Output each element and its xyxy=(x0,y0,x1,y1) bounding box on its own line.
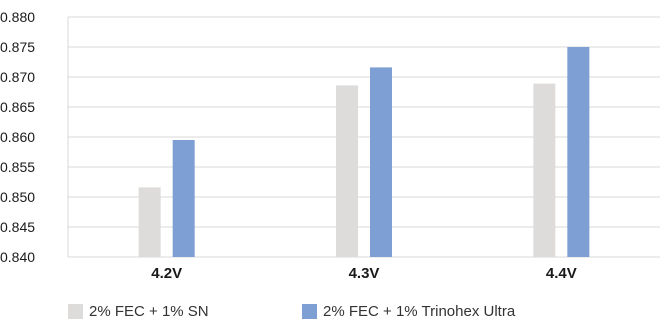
y-tick-label: 0.845 xyxy=(0,219,35,235)
legend-label-series-1: 2% FEC + 1% SN xyxy=(89,303,209,320)
y-tick-label: 0.875 xyxy=(0,39,35,55)
bar-series-2-4.2V xyxy=(172,140,195,257)
y-tick-label: 0.860 xyxy=(0,129,35,145)
gridlines xyxy=(67,16,660,258)
legend-swatch-series-2 xyxy=(302,304,317,319)
bar-series-2-4.4V xyxy=(567,47,590,257)
x-axis-category-labels: 4.2V 4.3V 4.4V xyxy=(151,265,577,282)
y-tick-label: 0.840 xyxy=(0,249,35,265)
y-tick-label: 0.855 xyxy=(0,159,35,175)
legend-swatch-series-1 xyxy=(68,304,83,319)
bars xyxy=(138,47,590,258)
x-category-label: 4.2V xyxy=(151,265,182,282)
y-tick-label: 0.850 xyxy=(0,189,35,205)
bar-series-1-4.2V xyxy=(138,187,161,257)
bar-chart: 0.840 0.845 0.850 0.855 0.860 0.865 0.870 0.875… xyxy=(0,9,660,282)
y-tick-label: 0.870 xyxy=(0,69,35,85)
x-category-label: 4.3V xyxy=(349,265,380,282)
y-axis-tick-labels: 0.840 0.845 0.850 0.855 0.860 0.865 0.870 0.875… xyxy=(0,9,35,265)
legend: 2% FEC + 1% SN 2% FEC + 1% Trinohex Ultr… xyxy=(0,303,672,323)
bar-series-1-4.4V xyxy=(533,83,556,257)
y-tick-label: 0.865 xyxy=(0,99,35,115)
legend-label-series-2: 2% FEC + 1% Trinohex Ultra xyxy=(323,303,516,320)
x-category-label: 4.4V xyxy=(546,265,577,282)
y-tick-label: 0.880 xyxy=(0,9,35,25)
bar-series-1-4.3V xyxy=(336,85,358,258)
legend-item-series-2: 2% FEC + 1% Trinohex Ultra xyxy=(302,303,515,320)
bar-series-2-4.3V xyxy=(370,67,392,258)
legend-item-series-1: 2% FEC + 1% SN xyxy=(68,303,209,320)
